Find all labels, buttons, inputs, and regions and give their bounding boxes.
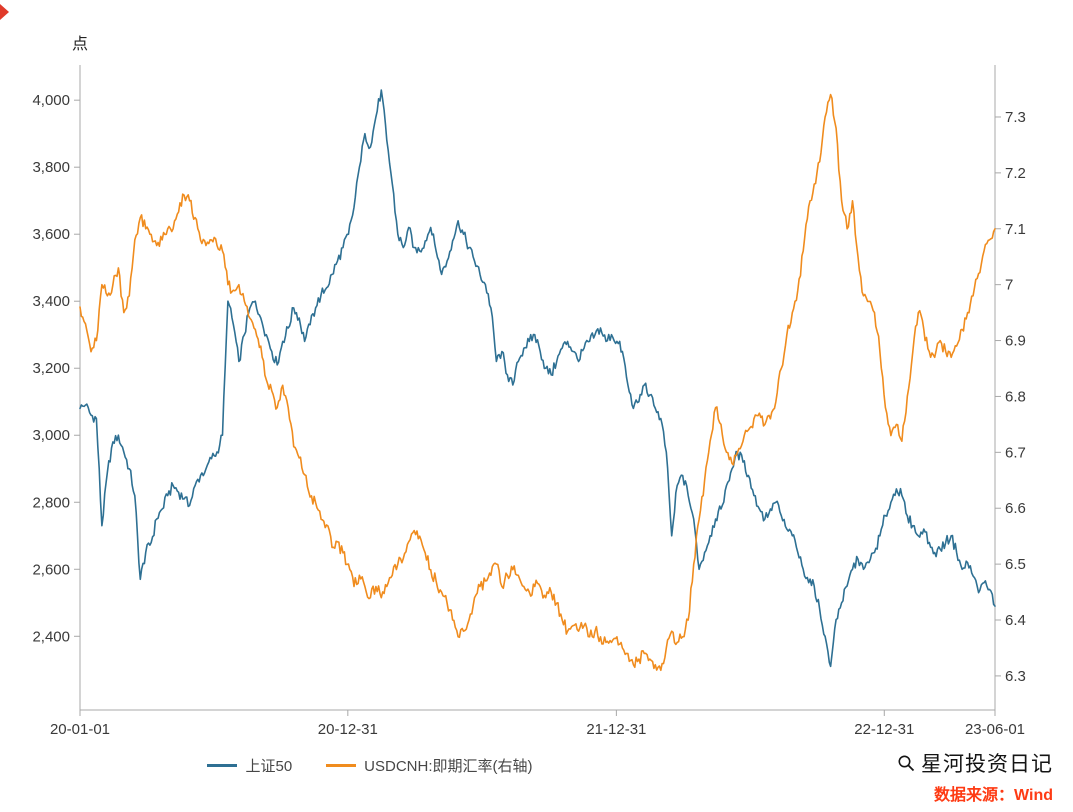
chart-legend: 上证50 USDCNH:即期汇率(右轴) (0, 755, 740, 776)
legend-swatch-icon (326, 764, 357, 767)
left-axis-tick-label: 2,400 (32, 628, 70, 645)
x-axis-tick-label: 20-12-31 (318, 721, 378, 738)
left-axis-tick-label: 2,600 (32, 561, 70, 578)
x-axis-tick-label: 23-06-01 (965, 721, 1025, 738)
right-axis-tick-label: 6.5 (1005, 556, 1026, 573)
brand-watermark: 星河投资日记 (896, 748, 1053, 778)
left-axis-tick-label: 3,800 (32, 159, 70, 176)
right-axis-tick-label: 6.4 (1005, 612, 1026, 629)
right-axis-tick-label: 6.3 (1005, 668, 1026, 685)
right-axis-tick-label: 6.9 (1005, 333, 1026, 350)
data-source-note: 数据来源：Wind (934, 787, 1053, 804)
right-axis-tick-label: 7.1 (1005, 221, 1026, 238)
left-axis-tick-label: 3,000 (32, 427, 70, 444)
series-line-usdcnh (79, 93, 996, 672)
legend-item-0[interactable]: 上证50 (207, 755, 292, 776)
series-line-sse50 (79, 89, 996, 668)
left-axis-tick-label: 3,200 (32, 360, 70, 377)
right-axis-tick-label: 6.7 (1005, 444, 1026, 461)
right-axis-tick-label: 6.6 (1005, 500, 1026, 517)
legend-label: USDCNH:即期汇率(右轴) (364, 758, 533, 775)
x-axis-tick-label: 22-12-31 (854, 721, 914, 738)
x-axis-tick-label: 21-12-31 (586, 721, 646, 738)
right-axis-tick-label: 7 (1005, 277, 1013, 294)
left-axis-tick-label: 2,800 (32, 494, 70, 511)
right-axis-tick-label: 6.8 (1005, 388, 1026, 405)
legend-swatch-icon (207, 764, 238, 767)
brand-text: 星河投资日记 (921, 753, 1053, 776)
left-axis-tick-label: 3,600 (32, 226, 70, 243)
brand-logo-icon (896, 753, 916, 773)
right-axis-tick-label: 7.2 (1005, 165, 1026, 182)
corner-red-artifact (0, 4, 9, 20)
left-axis-tick-label: 4,000 (32, 92, 70, 109)
right-axis-tick-label: 7.3 (1005, 109, 1026, 126)
x-axis-tick-label: 20-01-01 (50, 721, 110, 738)
left-axis-tick-label: 3,400 (32, 293, 70, 310)
left-axis-unit-label: 点 (72, 36, 89, 53)
legend-item-1[interactable]: USDCNH:即期汇率(右轴) (326, 755, 533, 776)
legend-label: 上证50 (245, 758, 293, 775)
